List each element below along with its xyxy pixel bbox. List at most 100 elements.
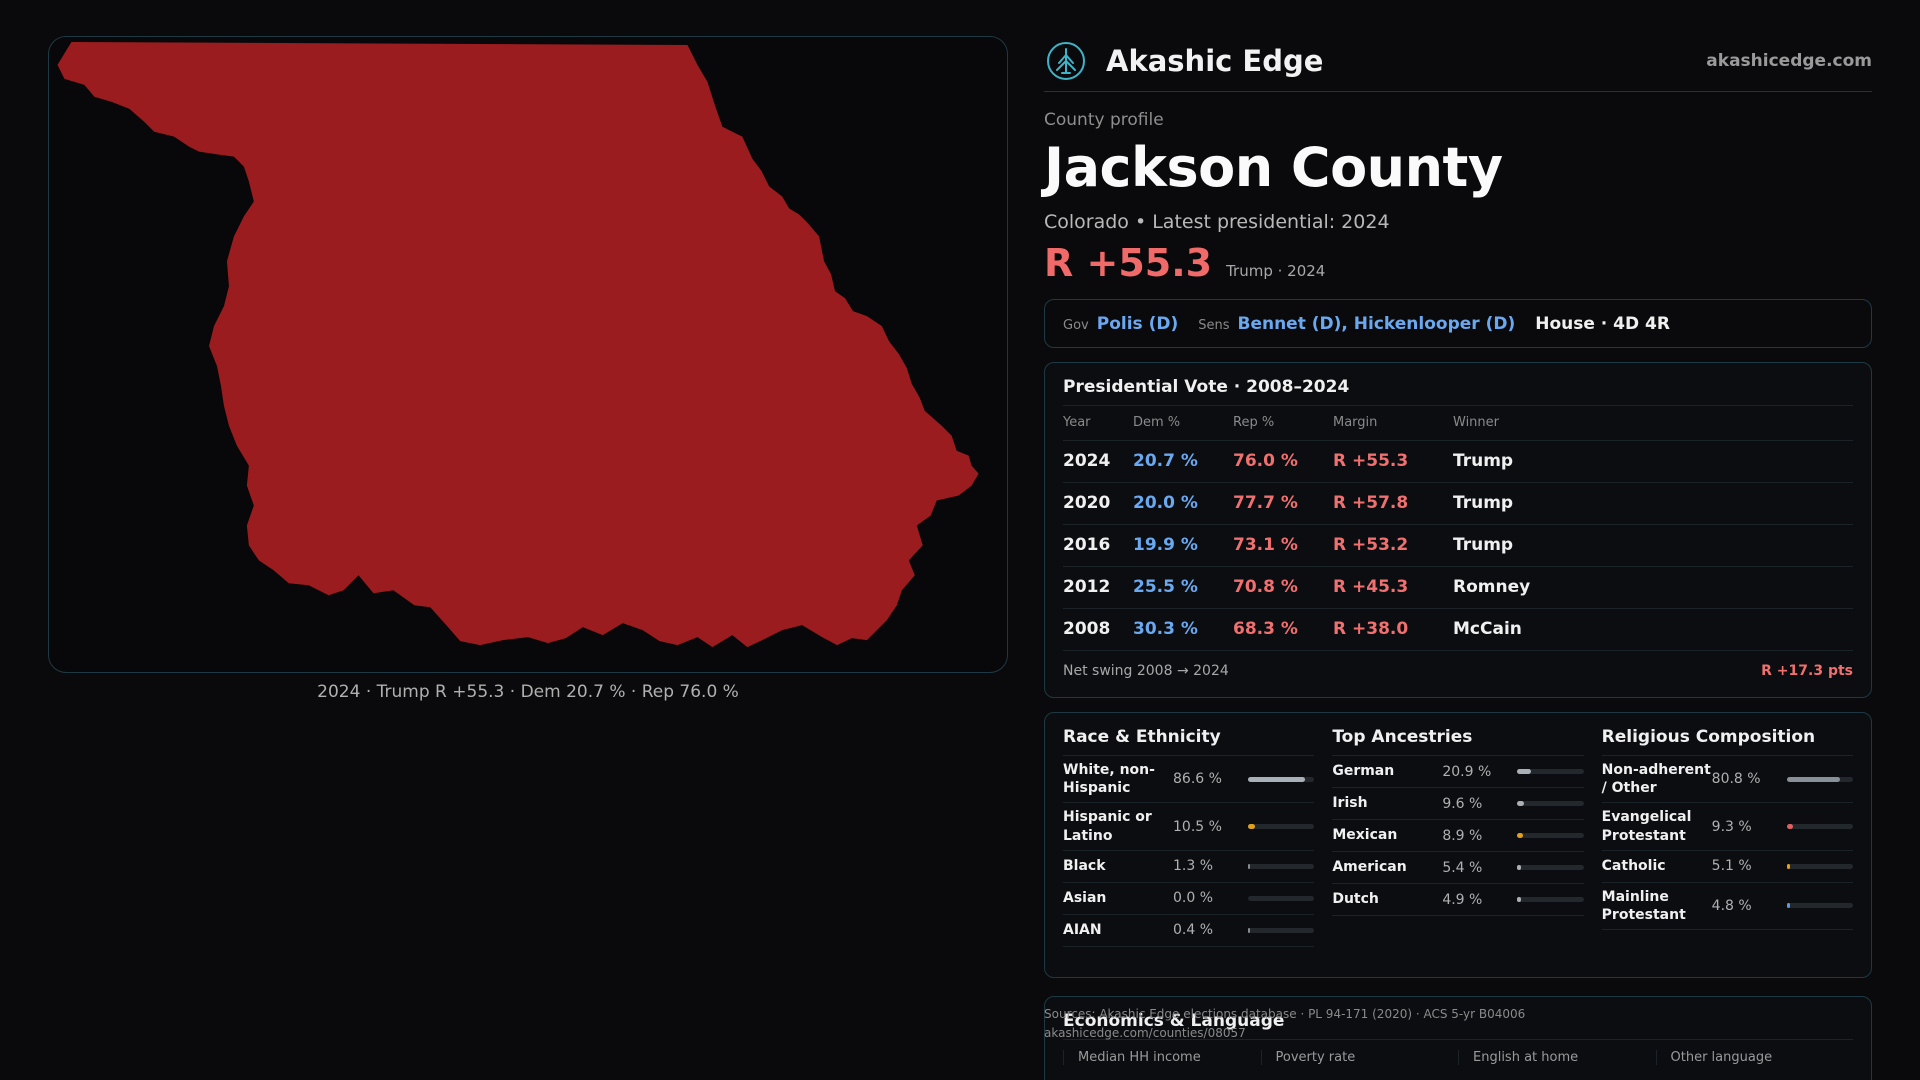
- cell-year: 2020: [1063, 482, 1133, 525]
- item-value: 5.1 %: [1711, 858, 1752, 875]
- list-item: Dutch 4.9 %: [1332, 884, 1584, 916]
- share-bar: [1517, 833, 1584, 838]
- cell-margin: R +55.3: [1333, 440, 1453, 483]
- county-map-svg: [57, 41, 979, 648]
- cell-winner: Trump: [1453, 440, 1853, 483]
- col-winner: Winner: [1453, 406, 1853, 441]
- item-value: 4.9 %: [1442, 891, 1483, 908]
- brand-name: Akashic Edge: [1106, 43, 1324, 78]
- economics-columns: Median HH income Poverty rate English at…: [1063, 1050, 1853, 1065]
- share-bar-fill: [1517, 833, 1524, 838]
- cell-dem: 25.5 %: [1133, 566, 1233, 609]
- share-bar: [1517, 769, 1584, 774]
- item-label: Non-adherent / Other: [1601, 762, 1711, 797]
- econ-col: Poverty rate: [1260, 1050, 1459, 1065]
- item-value: 1.3 %: [1173, 858, 1214, 875]
- share-bar: [1786, 824, 1853, 830]
- econ-col: Other language: [1655, 1050, 1854, 1065]
- cell-margin: R +45.3: [1333, 566, 1453, 609]
- gov-label: Gov: [1063, 317, 1089, 333]
- county-shape[interactable]: [57, 41, 979, 648]
- presidential-vote-card: Presidential Vote · 2008–2024 Year Dem %…: [1044, 362, 1872, 698]
- share-bar-fill: [1786, 903, 1790, 909]
- econ-col: Median HH income: [1063, 1050, 1261, 1065]
- share-bar: [1517, 897, 1584, 902]
- item-label: Irish: [1332, 795, 1368, 812]
- share-bar-fill: [1517, 897, 1521, 902]
- margin-note: Trump · 2024: [1226, 262, 1326, 280]
- share-bar: [1248, 824, 1315, 830]
- governor-link[interactable]: Polis (D): [1096, 313, 1179, 334]
- sources-footer: Sources: Akashic Edge elections database…: [1044, 1005, 1525, 1043]
- religion-title: Religious Composition: [1601, 727, 1853, 756]
- item-label: Catholic: [1601, 858, 1666, 875]
- cell-winner: McCain: [1453, 608, 1853, 651]
- item-value: 20.9 %: [1442, 763, 1492, 780]
- share-bar: [1786, 863, 1853, 869]
- item-value: 9.6 %: [1442, 795, 1483, 812]
- net-swing: Net swing 2008 → 2024 R +17.3 pts: [1063, 663, 1853, 679]
- senators-link[interactable]: Bennet (D), Hickenlooper (D): [1237, 313, 1516, 334]
- sens-label: Sens: [1198, 317, 1230, 333]
- race-title: Race & Ethnicity: [1063, 727, 1315, 756]
- table-header: Year Dem % Rep % Margin Winner: [1063, 406, 1853, 441]
- table-row: 2024 20.7 % 76.0 % R +55.3 Trump: [1063, 440, 1853, 483]
- share-bar-fill: [1786, 824, 1793, 830]
- list-item: White, non-Hispanic 86.6 %: [1063, 756, 1315, 804]
- brand-url[interactable]: akashicedge.com: [1706, 50, 1872, 71]
- cell-rep: 70.8 %: [1233, 566, 1333, 609]
- cell-rep: 77.7 %: [1233, 482, 1333, 525]
- share-bar: [1786, 776, 1853, 782]
- item-label: Hispanic or Latino: [1063, 809, 1152, 844]
- headline-margin: R +55.3 Trump · 2024: [1044, 241, 1872, 285]
- share-bar-fill: [1248, 824, 1255, 830]
- list-item: Mainline Protestant 4.8 %: [1601, 883, 1853, 931]
- tree-icon: [1047, 41, 1085, 80]
- ancestry-column: Top Ancestries German 20.9 % Irish 9.6 % Mex…: [1332, 727, 1584, 977]
- cell-winner: Romney: [1453, 566, 1853, 609]
- item-value: 80.8 %: [1711, 771, 1761, 788]
- swing-label: Net swing 2008 → 2024: [1063, 662, 1229, 679]
- sources-link[interactable]: akashicedge.com/counties/08057: [1044, 1026, 1246, 1041]
- list-item: Mexican 8.9 %: [1332, 820, 1584, 852]
- col-dem: Dem %: [1133, 406, 1233, 441]
- item-label: Evangelical Protestant: [1601, 809, 1692, 844]
- item-value: 5.4 %: [1442, 859, 1483, 876]
- item-label: Mainline Protestant: [1601, 888, 1686, 923]
- cell-year: 2024: [1063, 440, 1133, 483]
- cell-dem: 30.3 %: [1133, 608, 1233, 651]
- map-caption: 2024 · Trump R +55.3 · Dem 20.7 % · Rep …: [317, 682, 739, 702]
- profile-eyebrow: County profile: [1044, 110, 1164, 130]
- cell-rep: 73.1 %: [1233, 524, 1333, 567]
- col-margin: Margin: [1333, 406, 1453, 441]
- list-item: American 5.4 %: [1332, 852, 1584, 884]
- item-label: German: [1332, 763, 1395, 780]
- table-row: 2008 30.3 % 68.3 % R +38.0 McCain: [1063, 608, 1853, 651]
- house-delegation: House · 4D 4R: [1535, 313, 1670, 334]
- county-map[interactable]: [48, 36, 1008, 673]
- cell-margin: R +53.2: [1333, 524, 1453, 567]
- share-bar: [1786, 903, 1853, 909]
- table-row: 2016 19.9 % 73.1 % R +53.2 Trump: [1063, 524, 1853, 567]
- list-item: German 20.9 %: [1332, 756, 1584, 788]
- page-title: Jackson County: [1044, 136, 1503, 199]
- share-bar-fill: [1248, 863, 1250, 869]
- list-item: Hispanic or Latino 10.5 %: [1063, 803, 1315, 851]
- list-item: Asian 0.0 %: [1063, 883, 1315, 915]
- officials-bar: Gov Polis (D) Sens Bennet (D), Hickenloo…: [1044, 299, 1872, 348]
- ancestry-title: Top Ancestries: [1332, 727, 1584, 756]
- share-bar: [1248, 895, 1315, 901]
- cell-dem: 20.0 %: [1133, 482, 1233, 525]
- list-item: Catholic 5.1 %: [1601, 851, 1853, 883]
- item-value: 4.8 %: [1711, 897, 1752, 914]
- item-label: Asian: [1063, 890, 1107, 907]
- sources-line: Sources: Akashic Edge elections database…: [1044, 1007, 1526, 1021]
- cell-margin: R +38.0: [1333, 608, 1453, 651]
- list-item: Black 1.3 %: [1063, 851, 1315, 883]
- share-bar: [1248, 776, 1315, 782]
- item-value: 9.3 %: [1711, 818, 1752, 835]
- cell-winner: Trump: [1453, 482, 1853, 525]
- list-item: AIAN 0.4 %: [1063, 915, 1315, 947]
- item-label: Dutch: [1332, 891, 1379, 908]
- list-item: Irish 9.6 %: [1332, 788, 1584, 820]
